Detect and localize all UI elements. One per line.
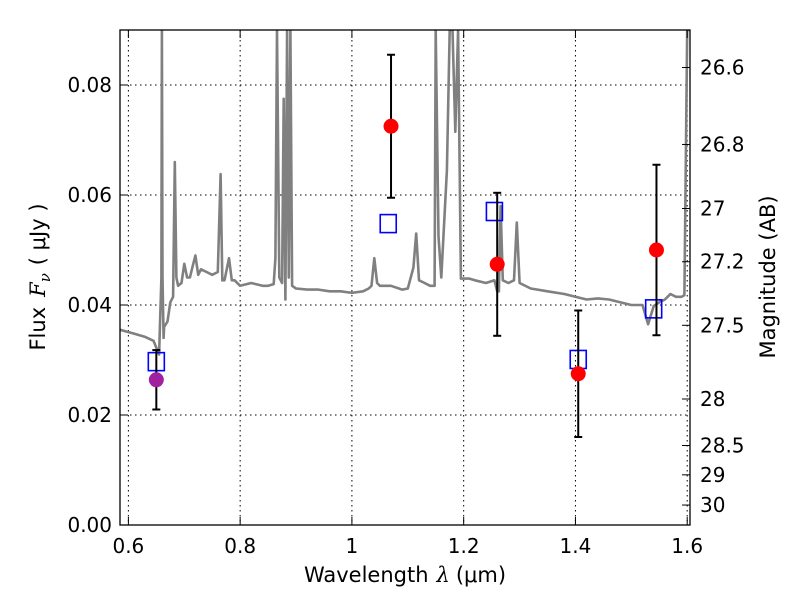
x-tick-label: 1.4 xyxy=(560,534,592,558)
observed-flux-point xyxy=(570,366,586,382)
mag-tick-label: 26.6 xyxy=(700,56,745,80)
data-points xyxy=(147,53,664,438)
y-tick-label: 0.08 xyxy=(67,73,112,97)
model-spectrum-line xyxy=(120,30,690,356)
y-tick-label: 0.00 xyxy=(67,513,112,537)
mag-tick-label: 26.8 xyxy=(700,132,745,156)
y-tick-label: 0.04 xyxy=(67,293,112,317)
x-tick-label: 0.6 xyxy=(112,534,144,558)
axis-ticks: 0.6 0.8 1 1.2 1.4 1.6 0.00 0.02 0.04 0.06 0.08 26.6… xyxy=(67,30,745,558)
x-tick-label: 1.6 xyxy=(671,534,703,558)
observed-flux-point xyxy=(148,372,164,388)
y-tick-label: 0.06 xyxy=(67,183,112,207)
model-photometry-square xyxy=(644,299,663,319)
x-tick-label: 0.8 xyxy=(224,534,256,558)
model-photometry-square xyxy=(379,213,398,234)
y2-axis-label: Magnitude (AB) xyxy=(756,195,780,358)
mag-tick-label: 28.5 xyxy=(700,433,745,457)
grid xyxy=(120,30,690,526)
y-axis-label: FluxFν( μJy ) xyxy=(26,203,54,350)
observed-flux-point xyxy=(383,118,399,134)
spectrum-layer xyxy=(120,30,690,356)
mag-tick-label: 30 xyxy=(700,493,725,517)
mag-tick-label: 29 xyxy=(700,463,725,487)
mag-tick-label: 27 xyxy=(700,196,725,220)
x-tick-label: 1.2 xyxy=(448,534,480,558)
observed-flux-point xyxy=(489,256,505,272)
mag-tick-label: 28 xyxy=(700,387,725,411)
x-axis-label: Wavelength λ (μm) xyxy=(304,563,506,587)
mag-tick-label: 27.2 xyxy=(700,250,745,274)
mag-tick-label: 27.5 xyxy=(700,313,745,337)
observed-flux-point xyxy=(648,242,664,258)
model-photometry-square xyxy=(485,201,504,222)
y-tick-label: 0.02 xyxy=(67,403,112,427)
plot-frame xyxy=(119,29,691,526)
x-tick-label: 1 xyxy=(346,534,359,558)
